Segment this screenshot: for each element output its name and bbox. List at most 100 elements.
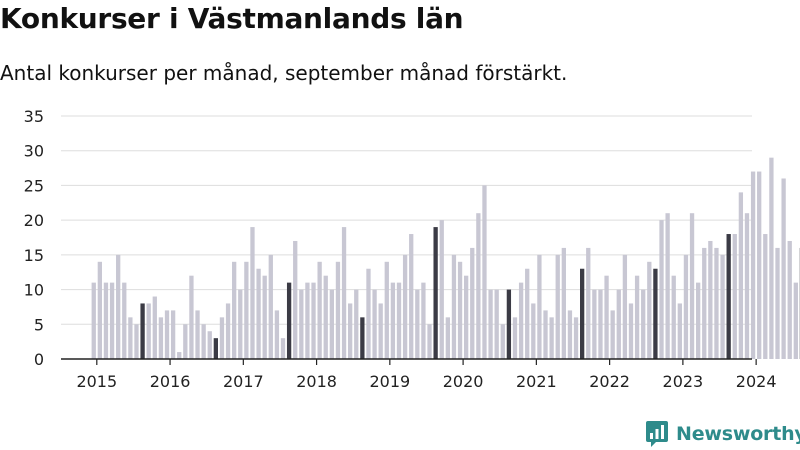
bar (378, 303, 383, 359)
bar (445, 317, 450, 359)
bar (580, 268, 585, 359)
bar (366, 268, 371, 359)
bar (750, 171, 756, 359)
y-tick-label: 5 (34, 315, 44, 334)
bar (451, 254, 457, 359)
bar (189, 275, 194, 359)
bar (396, 282, 402, 359)
bar (677, 303, 682, 359)
bar (146, 303, 151, 359)
bar (506, 289, 512, 359)
bar (317, 261, 322, 359)
bar (286, 282, 292, 359)
x-tick-label: 2020 (443, 372, 484, 391)
chart-title: Konkurser i Västmanlands län (0, 2, 464, 35)
x-axis-ticks: 2015 2016 2017 2018 2019 2020 2021 2022 2023 2024… (76, 359, 777, 391)
bar (122, 282, 127, 359)
bar (219, 317, 225, 359)
bar (170, 310, 176, 359)
bar (738, 192, 744, 359)
bar (665, 213, 670, 359)
bar (207, 331, 212, 359)
bar (647, 261, 652, 359)
bar (714, 247, 719, 359)
y-tick-label: 10 (24, 281, 44, 300)
bar (726, 234, 731, 359)
bar (262, 275, 267, 359)
newsworthy-chart-logo-icon (646, 421, 668, 447)
bar (549, 317, 554, 359)
bar (183, 324, 188, 359)
bar (531, 303, 536, 359)
bar (329, 289, 334, 359)
bar (390, 282, 396, 359)
bar (744, 213, 750, 359)
bar (97, 261, 103, 359)
bar (348, 303, 353, 359)
bar (335, 261, 341, 359)
x-tick-label: 2021 (516, 372, 557, 391)
bar (708, 240, 713, 359)
bar (323, 275, 328, 359)
y-tick-label: 20 (24, 211, 44, 230)
bar (634, 275, 640, 359)
bar (775, 247, 780, 359)
bar (415, 289, 420, 359)
bar (763, 234, 768, 359)
x-tick-label: 2017 (223, 372, 264, 391)
bar (598, 289, 603, 359)
bar (134, 324, 139, 359)
bar (439, 220, 444, 359)
y-tick-label: 25 (24, 176, 44, 195)
bar (421, 282, 426, 359)
bar (586, 247, 591, 359)
bar (628, 303, 634, 359)
x-tick-label: 2023 (663, 372, 704, 391)
newsworthy-brand: Newsworthy (645, 420, 800, 448)
x-tick-label: 2015 (76, 372, 117, 391)
bar (311, 282, 316, 359)
bar (659, 220, 664, 359)
bar (781, 178, 786, 359)
bar (457, 261, 463, 359)
bar (616, 289, 621, 359)
bar (464, 275, 469, 359)
y-tick-label: 0 (34, 350, 44, 369)
bar (225, 303, 231, 359)
bar (232, 261, 237, 359)
bar (158, 317, 164, 359)
bar (409, 234, 414, 359)
bar (256, 268, 261, 359)
x-tick-label: 2018 (296, 372, 337, 391)
y-tick-label: 35 (24, 107, 44, 126)
bar (402, 254, 408, 359)
bar (164, 310, 170, 359)
bar (238, 289, 243, 359)
x-tick-label: 2016 (150, 372, 191, 391)
bar (720, 254, 725, 359)
bar (604, 275, 609, 359)
bar (555, 254, 560, 359)
bar (91, 282, 96, 359)
bar (177, 352, 182, 359)
bar (341, 227, 347, 359)
bar (274, 310, 280, 359)
bar (518, 282, 524, 359)
brand-name: Newsworthy (676, 423, 800, 445)
bar (787, 240, 792, 359)
bar (592, 289, 597, 359)
bar (152, 296, 157, 359)
bar (567, 310, 573, 359)
bar (488, 289, 493, 359)
bar (494, 289, 499, 359)
bar (653, 268, 658, 359)
y-axis-ticks: 0 5 10 15 20 25 30 35 (24, 107, 44, 369)
bar (683, 254, 689, 359)
bar (476, 213, 481, 359)
bar (689, 213, 695, 359)
bar (201, 324, 206, 359)
x-tick-label: 2019 (369, 372, 410, 391)
bar (103, 282, 109, 359)
bar (433, 227, 438, 359)
